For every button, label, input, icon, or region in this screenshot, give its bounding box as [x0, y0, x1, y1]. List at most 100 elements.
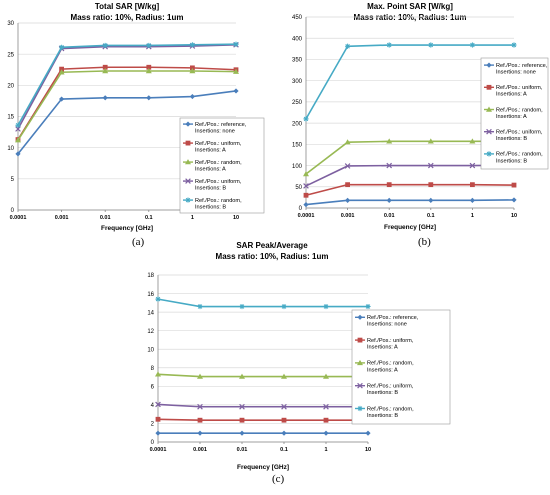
data-point [365, 430, 371, 436]
series-1 [155, 430, 371, 436]
legend-entry: Ref./Pos.: uniform, Insertions: A [367, 338, 414, 351]
x-tick-label: 10 [511, 213, 517, 219]
data-point [155, 401, 161, 408]
data-point [303, 192, 309, 198]
chart-title: SAR Peak/Average [236, 241, 308, 250]
data-point [427, 162, 434, 169]
data-point [386, 162, 393, 169]
data-point [59, 66, 64, 72]
series-5 [15, 41, 239, 128]
data-point [345, 182, 350, 188]
data-point [281, 430, 287, 436]
data-point [323, 303, 329, 310]
data-point [365, 303, 371, 310]
x-tick-label: 1 [191, 215, 194, 221]
series-line [305, 140, 514, 175]
data-point [386, 182, 392, 188]
legend-marker [185, 121, 191, 127]
data-point [239, 430, 245, 436]
data-point [233, 68, 239, 74]
x-tick-label: 0.001 [341, 213, 355, 219]
legend-entry: Ref./Pos.: random, Insertions: B [496, 152, 543, 165]
data-point [233, 88, 239, 94]
data-point [303, 183, 309, 189]
legend-marker [185, 178, 191, 184]
data-point [15, 151, 21, 157]
legend: Ref./Pos.: reference, Insertions: none Ref… [179, 117, 265, 214]
series-line [157, 403, 368, 408]
legend-marker [185, 197, 191, 203]
legend-entry: Ref./Pos.: uniform, Insertions: B [496, 130, 543, 143]
series-2 [155, 416, 371, 423]
data-point [428, 42, 434, 48]
data-point [102, 64, 108, 70]
legend-entry: Ref./Pos.: random, Insertions: B [367, 406, 414, 419]
data-point [469, 42, 475, 48]
y-tick-label: 30 [7, 21, 14, 27]
x-tick-label: 0.0001 [10, 215, 27, 221]
data-point [469, 162, 476, 169]
data-point [281, 303, 287, 310]
y-tick-label: 20 [7, 84, 14, 90]
x-tick-label: 10 [233, 215, 239, 221]
y-tick-label: 4 [151, 403, 155, 409]
data-point [323, 417, 329, 423]
series-line [305, 44, 514, 120]
data-point [197, 430, 203, 436]
data-point [511, 42, 517, 48]
series-line [17, 44, 237, 130]
series-line [157, 418, 368, 421]
data-point [303, 116, 309, 122]
legend-entry: Ref./Pos.: random, Insertions: B [195, 198, 242, 211]
data-point [146, 42, 152, 49]
data-point [145, 67, 152, 74]
x-axis-label: Frequency [GHz] [101, 225, 153, 232]
series-1 [303, 197, 517, 208]
chart-subtitle: Mass ratio: 10%, Radius: 1um [216, 252, 329, 261]
y-tick-label: 300 [292, 79, 303, 85]
legend-entry: Ref./Pos.: reference, Insertions: none [367, 315, 419, 328]
y-tick-label: 150 [292, 143, 303, 149]
y-tick-label: 5 [11, 177, 15, 183]
series-line [17, 90, 237, 155]
y-tick-label: 50 [295, 185, 302, 191]
series-line [305, 183, 515, 197]
y-tick-label: 200 [292, 121, 303, 127]
data-point [146, 95, 152, 101]
x-tick-label: 0.01 [100, 215, 111, 221]
y-tick-label: 14 [147, 310, 154, 316]
legend-marker [486, 151, 492, 157]
legend: Ref./Pos.: reference, Insertions: none Ref… [480, 57, 549, 170]
y-tick-label: 12 [147, 329, 154, 335]
y-tick-label: 450 [292, 15, 303, 21]
data-point [511, 182, 517, 188]
legend-marker [486, 62, 492, 68]
data-point [303, 171, 309, 177]
data-point [155, 296, 161, 302]
legend-entry: Ref./Pos.: reference, Insertions: none [496, 63, 548, 76]
y-tick-label: 8 [151, 366, 155, 372]
legend-marker [357, 359, 363, 366]
y-tick-label: 0 [299, 206, 303, 212]
x-axis-label: Frequency [GHz] [384, 224, 436, 231]
y-tick-label: 350 [292, 58, 303, 64]
y-tick-label: 10 [147, 347, 154, 353]
legend-entry: Ref./Pos.: random, Insertions: A [367, 361, 414, 374]
x-tick-label: 0.0001 [298, 213, 315, 219]
chart-subtitle: Mass ratio: 10%, Radius: 1um [354, 13, 467, 22]
data-point [344, 139, 351, 145]
x-tick-label: 10 [365, 447, 371, 453]
series-3 [15, 67, 239, 143]
y-tick-label: 0 [151, 440, 155, 446]
legend-box [351, 309, 451, 425]
series-line [17, 43, 237, 126]
legend-entry: Ref./Pos.: uniform, Insertions: A [195, 141, 242, 154]
data-point [146, 64, 152, 70]
x-tick-label: 0.0001 [150, 447, 167, 453]
data-point [239, 373, 245, 379]
data-point [323, 373, 329, 379]
x-tick-label: 0.01 [237, 447, 248, 453]
data-point [303, 202, 309, 208]
y-tick-label: 10 [7, 146, 14, 152]
